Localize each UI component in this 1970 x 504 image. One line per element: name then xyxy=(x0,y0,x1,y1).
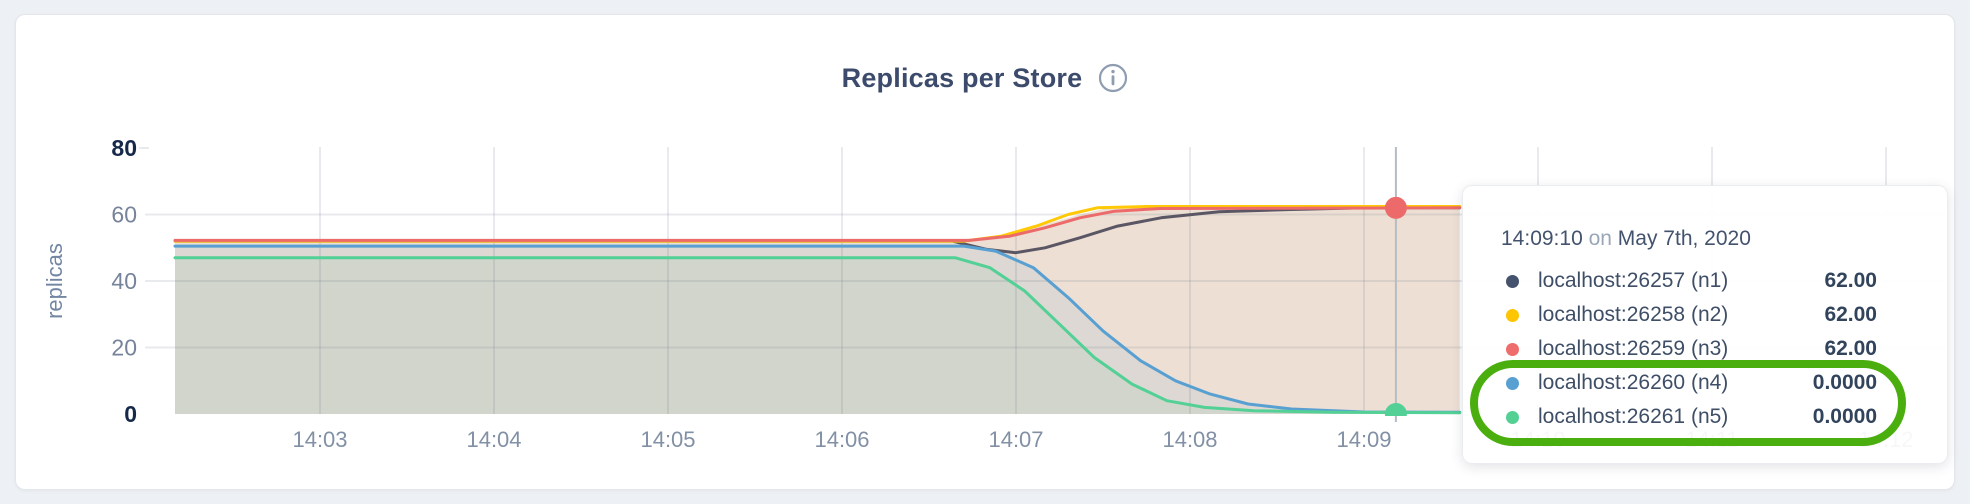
x-tick-label: 14:09 xyxy=(1336,427,1391,452)
x-tick-label: 14:07 xyxy=(988,427,1043,452)
hover-point-dot xyxy=(1384,196,1407,219)
series-dot-icon xyxy=(1506,410,1519,424)
tooltip-series-label: localhost:26257 (n1) xyxy=(1538,269,1729,292)
tooltip-conjunction: on xyxy=(1588,227,1612,250)
x-tick-label: 14:06 xyxy=(814,427,869,452)
tooltip-series-value: 0.0000 xyxy=(1812,405,1877,428)
tooltip-series-list: localhost:26257 (n1) 62.00 localhost:26258… xyxy=(1501,264,1877,434)
info-icon[interactable] xyxy=(1098,63,1128,93)
tooltip-row: localhost:26260 (n4) 0.0000 xyxy=(1501,366,1877,400)
series-dot-icon xyxy=(1506,342,1519,356)
x-tick-label: 14:08 xyxy=(1162,427,1217,452)
page-title: Replicas per Store xyxy=(841,62,1083,93)
tooltip-series-label: localhost:26261 (n5) xyxy=(1538,405,1729,428)
tooltip-series-value: 0.0000 xyxy=(1812,371,1877,394)
tooltip-time: 14:09:10 xyxy=(1501,227,1583,250)
tooltip-timestamp: 14:09:10 on May 7th, 2020 xyxy=(1501,226,1877,252)
x-tick-label: 14:04 xyxy=(466,427,521,452)
series-dot-icon xyxy=(1506,274,1519,288)
fill-under-green xyxy=(175,257,1460,414)
y-tick-label: 20 xyxy=(111,335,137,361)
series-line-n3 xyxy=(173,206,1462,242)
series-line-n5 xyxy=(173,256,1462,415)
tooltip-series-label: localhost:26260 (n4) xyxy=(1538,371,1729,394)
chart-tooltip: 14:09:10 on May 7th, 2020 localhost:2625… xyxy=(1462,185,1948,464)
tooltip-series-label: localhost:26258 (n2) xyxy=(1538,303,1729,326)
tooltip-series-label: localhost:26259 (n3) xyxy=(1538,337,1729,360)
x-tick-label: 14:03 xyxy=(292,427,347,452)
y-tick-label: 40 xyxy=(111,268,137,294)
tooltip-series-value: 62.00 xyxy=(1824,303,1877,326)
tooltip-series-value: 62.00 xyxy=(1824,337,1877,360)
y-tick-label: 60 xyxy=(111,202,137,228)
tooltip-date: May 7th, 2020 xyxy=(1617,227,1751,250)
tooltip-row: localhost:26259 (n3) 62.00 xyxy=(1501,332,1877,366)
series-line-n4 xyxy=(173,244,1462,414)
x-tick-label: 14:05 xyxy=(640,427,695,452)
y-tick-label: 80 xyxy=(111,135,137,161)
tooltip-row: localhost:26261 (n5) 0.0000 xyxy=(1501,400,1877,434)
tooltip-series-value: 62.00 xyxy=(1824,269,1877,292)
series-dot-icon xyxy=(1506,376,1519,390)
y-tick-label: 0 xyxy=(124,401,137,427)
y-axis-title: replicas xyxy=(42,243,67,319)
chart-header: Replicas per Store xyxy=(16,59,1954,97)
hover-point-dot xyxy=(1384,403,1407,416)
tooltip-row: localhost:26258 (n2) 62.00 xyxy=(1501,298,1877,332)
tooltip-row: localhost:26257 (n1) 62.00 xyxy=(1501,264,1877,298)
series-dot-icon xyxy=(1506,308,1519,322)
